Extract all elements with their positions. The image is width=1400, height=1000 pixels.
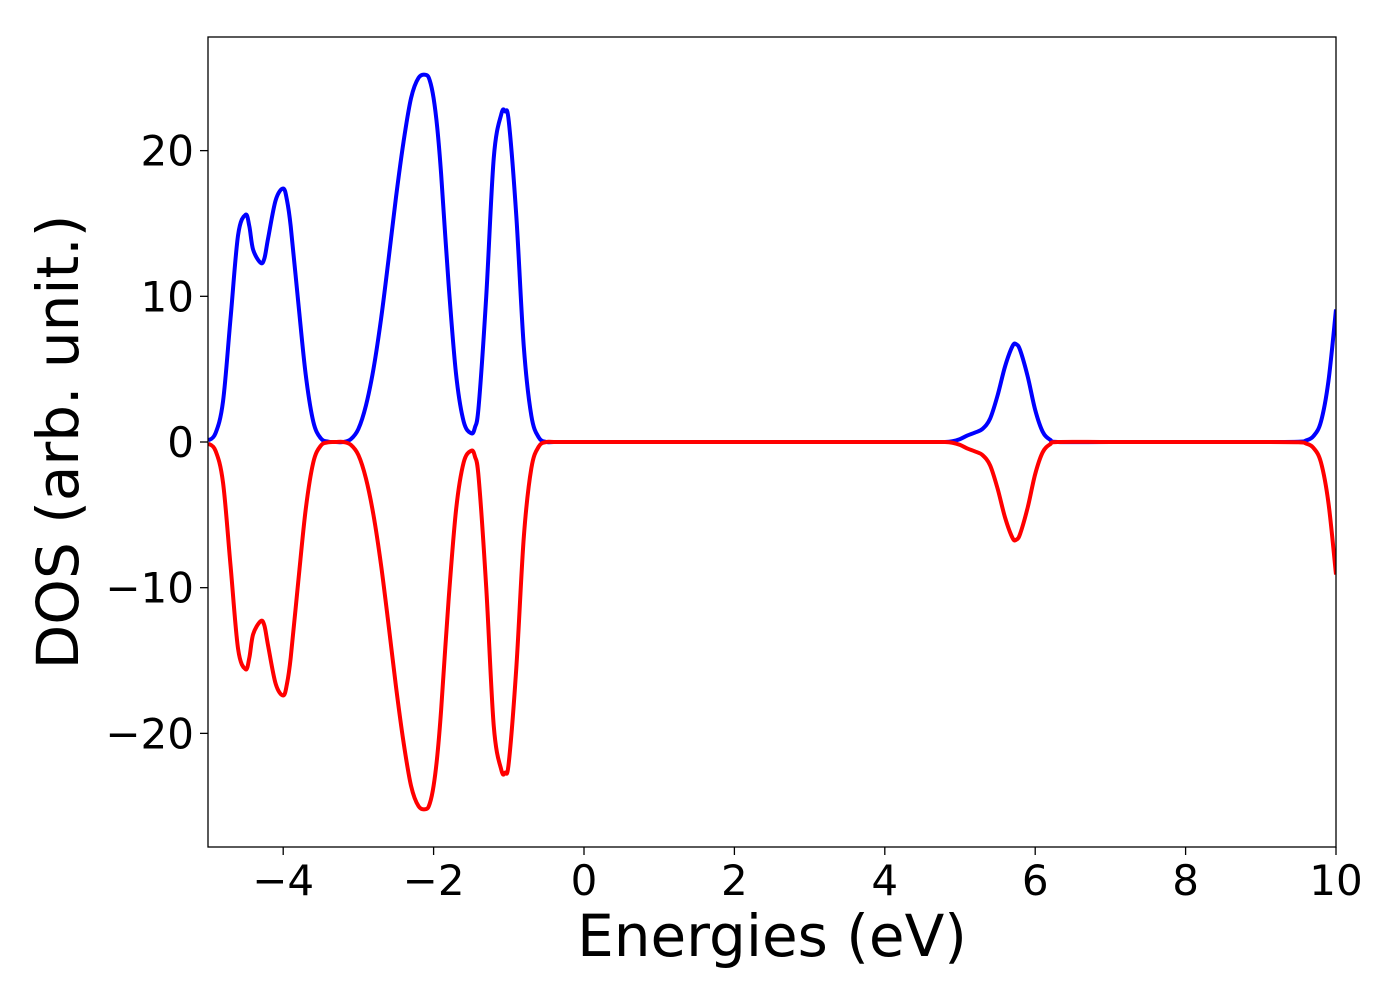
series-line-2: [208, 439, 1336, 812]
y-tick-label: −10: [105, 564, 194, 613]
x-axis-label: Energies (eV): [577, 902, 967, 970]
series-line-1: [208, 72, 1336, 445]
y-tick-label: 10: [141, 272, 194, 321]
y-tick-label: 20: [141, 127, 194, 176]
x-tick-label: −2: [403, 856, 465, 905]
x-tick-label: 0: [571, 856, 598, 905]
y-axis-ticks: −20 −10 0 10 20: [105, 127, 208, 758]
x-tick-label: 10: [1309, 856, 1362, 905]
x-tick-label: −4: [252, 856, 314, 905]
x-tick-label: 6: [1022, 856, 1049, 905]
y-tick-label: 0: [167, 418, 194, 467]
x-tick-label: 4: [871, 856, 898, 905]
x-axis-ticks: −4 −2 0 2 4 6 8 10: [252, 847, 1363, 905]
y-tick-label: −20: [105, 709, 194, 758]
y-axis-label: DOS (arb. unit.): [24, 215, 92, 670]
x-tick-label: 2: [721, 856, 748, 905]
x-tick-label: 8: [1172, 856, 1199, 905]
series-layer: [208, 72, 1336, 812]
